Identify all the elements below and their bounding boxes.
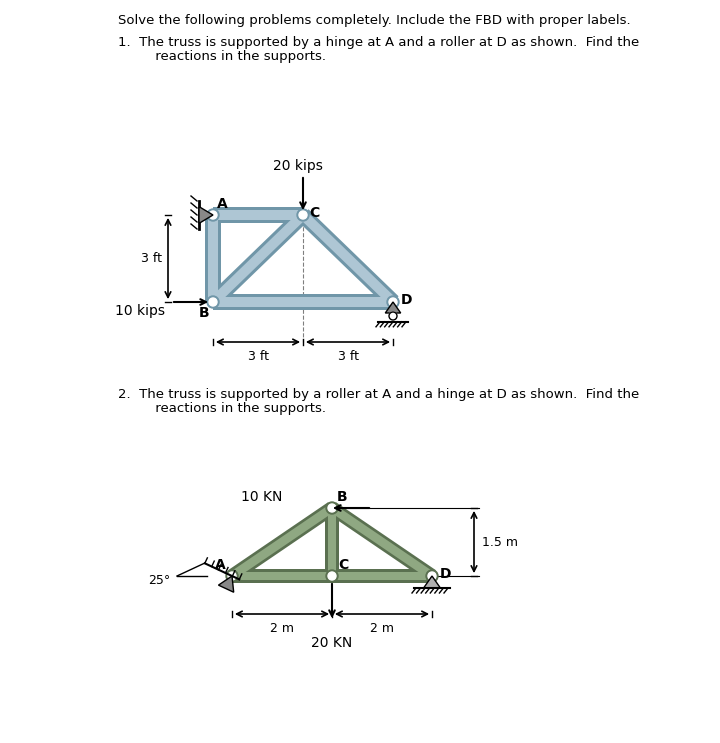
Text: D: D [401,293,413,307]
Polygon shape [213,294,393,310]
Text: B: B [337,490,348,504]
Polygon shape [199,207,213,224]
Polygon shape [213,207,303,223]
Circle shape [228,572,236,580]
Polygon shape [328,502,436,582]
Polygon shape [330,504,434,580]
Polygon shape [300,212,397,305]
Circle shape [207,296,219,308]
Text: D: D [440,567,451,581]
Circle shape [328,504,336,512]
Text: 2 m: 2 m [270,622,294,635]
Polygon shape [325,508,339,576]
Circle shape [297,209,309,221]
Text: C: C [309,206,319,220]
Circle shape [426,570,438,582]
Polygon shape [213,297,393,307]
Polygon shape [218,576,234,592]
Circle shape [207,209,219,221]
Text: 20 kips: 20 kips [273,159,323,173]
Text: reactions in the supports.: reactions in the supports. [134,402,326,415]
Polygon shape [213,210,303,220]
Circle shape [428,572,436,580]
Circle shape [209,211,217,219]
Polygon shape [228,502,336,582]
Circle shape [299,211,307,219]
Text: 10 kips: 10 kips [115,304,165,318]
Circle shape [326,502,338,514]
Text: A: A [215,558,226,572]
Text: reactions in the supports.: reactions in the supports. [134,50,326,63]
Polygon shape [205,215,221,302]
Circle shape [389,312,397,320]
Polygon shape [230,504,335,580]
Polygon shape [208,215,218,302]
Text: C: C [338,558,348,572]
Polygon shape [232,569,432,583]
Text: 20 KN: 20 KN [311,636,353,650]
Polygon shape [385,302,401,313]
Text: 1.  The truss is supported by a hinge at A and a roller at D as shown.  Find the: 1. The truss is supported by a hinge at … [118,36,639,49]
Text: 25°: 25° [148,574,170,586]
Text: 3 ft: 3 ft [338,350,359,363]
Text: 3 ft: 3 ft [248,350,269,363]
Text: 2.  The truss is supported by a roller at A and a hinge at D as shown.  Find the: 2. The truss is supported by a roller at… [118,388,639,401]
Text: 3 ft: 3 ft [141,252,162,265]
Polygon shape [210,212,307,305]
Text: 1.5 m: 1.5 m [482,536,518,548]
Polygon shape [232,571,432,580]
Circle shape [209,298,217,306]
Text: 2 m: 2 m [370,622,394,635]
Circle shape [328,572,336,580]
Text: 10 KN: 10 KN [240,490,282,504]
Polygon shape [423,576,441,588]
Text: Solve the following problems completely. Include the FBD with proper labels.: Solve the following problems completely.… [118,14,631,27]
Polygon shape [297,210,399,308]
Text: A: A [217,197,228,211]
Text: B: B [199,306,209,320]
Polygon shape [207,210,309,308]
Circle shape [226,570,238,582]
Circle shape [389,298,397,306]
Circle shape [387,296,399,308]
Circle shape [326,570,338,582]
Polygon shape [328,508,336,576]
